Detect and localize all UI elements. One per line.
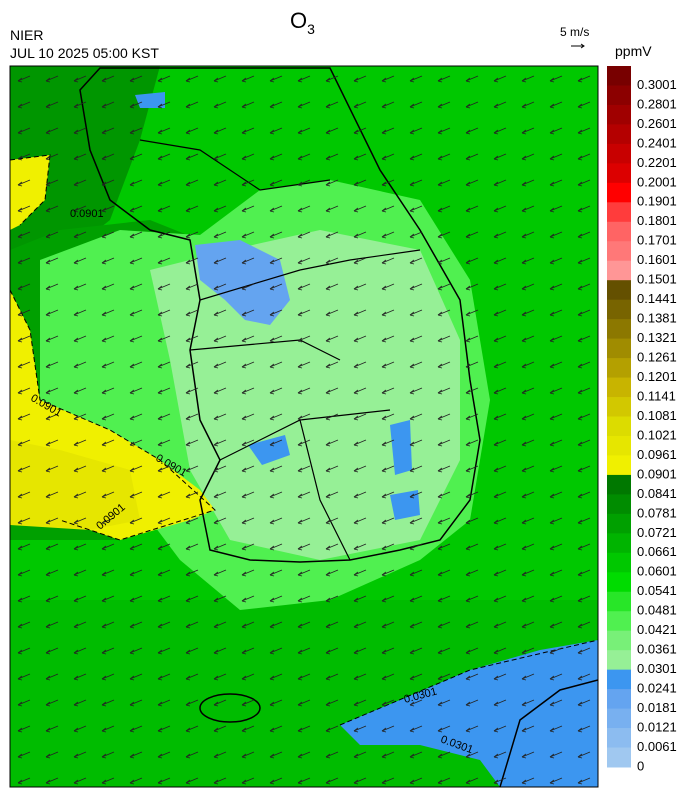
- colorbar-box: [607, 747, 631, 768]
- colorbar-label: 0.1601: [637, 252, 677, 267]
- colorbar: 0.3001 0.2801 0.2601 0.2401 0.2201 0.2001 0.19…: [607, 66, 677, 773]
- wind-scale-arrow: [571, 43, 585, 49]
- colorbar-label: 0.1701: [637, 233, 677, 248]
- colorbar-box: [607, 611, 631, 632]
- colorbar-box: [607, 377, 631, 398]
- unit: ppmV: [615, 43, 652, 59]
- contour-label: 0.0901: [70, 208, 104, 220]
- colorbar-label: 0.0901: [637, 466, 677, 481]
- colorbar-label: 0.1261: [637, 350, 677, 365]
- colorbar-box: [607, 474, 631, 495]
- colorbar-label: 0.1801: [637, 213, 677, 228]
- colorbar-label: 0.0301: [637, 661, 677, 676]
- title-sub: 3: [307, 21, 315, 37]
- colorbar-box: [607, 552, 631, 573]
- colorbar-label: 0.2601: [637, 116, 677, 131]
- colorbar-box: [607, 630, 631, 651]
- colorbar-label: 0.2801: [637, 96, 677, 111]
- colorbar-box: [607, 416, 631, 437]
- colorbar-box: [607, 319, 631, 340]
- colorbar-label: 0.2401: [637, 135, 677, 150]
- title-main: O: [290, 8, 307, 33]
- colorbar-label: 0.1381: [637, 311, 677, 326]
- colorbar-label: 0.0421: [637, 622, 677, 637]
- colorbar-label: 0.1141: [637, 388, 676, 403]
- colorbar-label: 0: [637, 758, 644, 773]
- colorbar-box: [607, 728, 631, 749]
- colorbar-label: 0.3001: [637, 77, 677, 92]
- colorbar-label: 0.1321: [637, 330, 677, 345]
- colorbar-box: [607, 689, 631, 710]
- colorbar-label: 0.1081: [637, 408, 677, 423]
- colorbar-label: 0.2201: [637, 155, 677, 170]
- colorbar-box: [607, 591, 631, 612]
- colorbar-box: [607, 494, 631, 515]
- colorbar-box: [607, 435, 631, 456]
- colorbar-box: [607, 533, 631, 554]
- colorbar-box: [607, 182, 631, 203]
- title: O3: [290, 8, 315, 37]
- map-frame: [9, 65, 599, 788]
- colorbar-box: [607, 280, 631, 301]
- colorbar-label: 0.0121: [637, 719, 677, 734]
- colorbar-box: [607, 85, 631, 106]
- colorbar-label: 0.2001: [637, 174, 677, 189]
- colorbar-label: 0.1901: [637, 194, 677, 209]
- colorbar-label: 0.0721: [637, 525, 677, 540]
- colorbar-label: 0.0841: [637, 486, 677, 501]
- colorbar-label: 0.0601: [637, 564, 677, 579]
- colorbar-label: 0.0541: [637, 583, 677, 598]
- colorbar-box: [607, 358, 631, 379]
- colorbar-label: 0.1201: [637, 369, 677, 384]
- colorbar-label: 0.0781: [637, 505, 677, 520]
- colorbar-label: 0.0961: [637, 447, 677, 462]
- colorbar-box: [607, 338, 631, 359]
- colorbar-box: [607, 299, 631, 320]
- colorbar-box: [607, 260, 631, 281]
- colorbar-box: [607, 143, 631, 164]
- colorbar-box: [607, 650, 631, 671]
- colorbar-box: [607, 513, 631, 534]
- colorbar-label: 0.0481: [637, 603, 677, 618]
- colorbar-box: [607, 104, 631, 125]
- colorbar-label: 0.1021: [637, 427, 677, 442]
- colorbar-box: [607, 669, 631, 690]
- agency: NIER: [10, 27, 43, 43]
- colorbar-label: 0.0061: [637, 739, 677, 754]
- colorbar-box: [607, 708, 631, 729]
- colorbar-box: [607, 124, 631, 145]
- colorbar-label: 0.1441: [637, 291, 677, 306]
- colorbar-label: 0.0241: [637, 681, 677, 696]
- colorbar-box: [607, 455, 631, 476]
- colorbar-label: 0.1501: [637, 272, 677, 287]
- colorbar-label: 0.0361: [637, 642, 677, 657]
- colorbar-box: [607, 572, 631, 593]
- colorbar-box: [607, 163, 631, 184]
- colorbar-box: [607, 66, 631, 86]
- wind-vectors: [10, 66, 598, 787]
- timestamp: JUL 10 2025 05:00 KST: [10, 45, 159, 61]
- map: 0.0901 0.0901 0.0901 0.0901 0.0301 0.030…: [10, 66, 598, 787]
- colorbar-box: [607, 221, 631, 242]
- colorbar-label: 0.0661: [637, 544, 677, 559]
- colorbar-label: 0.0181: [637, 700, 677, 715]
- colorbar-box: [607, 241, 631, 262]
- colorbar-box: [607, 397, 631, 417]
- colorbar-box: [607, 202, 631, 223]
- wind-scale-label: 5 m/s: [560, 25, 589, 39]
